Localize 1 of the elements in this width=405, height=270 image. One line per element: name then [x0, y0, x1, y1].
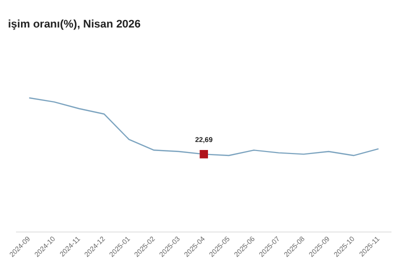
chart-title: işim oranı(%), Nisan 2026 [8, 18, 141, 31]
